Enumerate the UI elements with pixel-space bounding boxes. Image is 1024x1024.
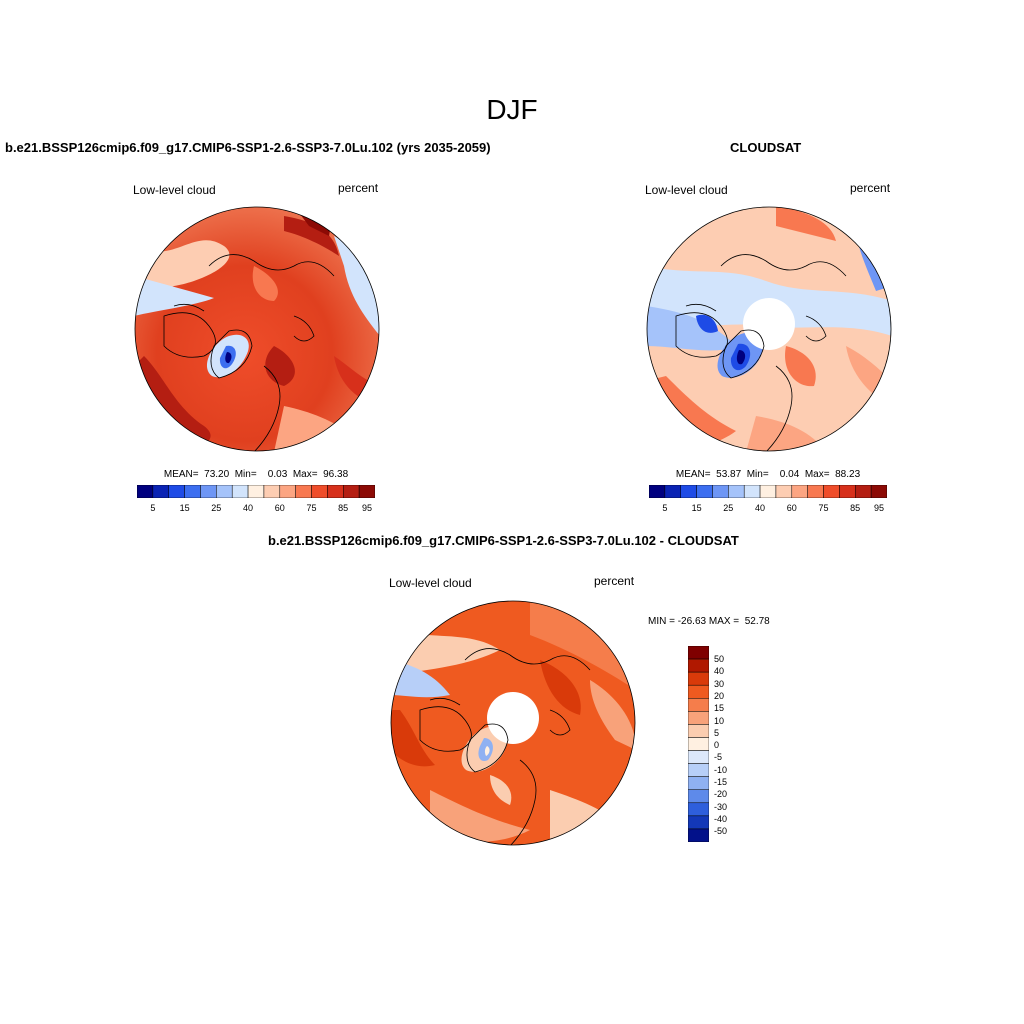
colorbar-tick: 20 xyxy=(714,690,725,701)
colorbar-tick: 40 xyxy=(242,503,253,513)
panel-3-units: percent xyxy=(594,574,635,588)
colorbar-swatch xyxy=(688,737,709,751)
panel-1-colorbar xyxy=(137,485,375,498)
colorbar-tick: -30 xyxy=(714,801,728,812)
colorbar-tick: 50 xyxy=(714,654,725,664)
colorbar-swatch xyxy=(358,485,375,498)
colorbar-swatch xyxy=(152,485,169,498)
colorbar-tick: 75 xyxy=(306,503,317,513)
colorbar-swatch xyxy=(649,485,666,498)
colorbar-tick: 60 xyxy=(786,503,797,513)
colorbar-swatch xyxy=(247,485,265,498)
colorbar-swatch xyxy=(137,485,154,498)
colorbar-swatch xyxy=(855,485,872,498)
colorbar-swatch xyxy=(688,671,709,686)
colorbar-swatch xyxy=(759,485,777,498)
colorbar-tick: 5 xyxy=(714,727,720,738)
colorbar-tick: -15 xyxy=(714,777,728,787)
colorbar-swatch xyxy=(184,485,201,498)
colorbar-tick: -40 xyxy=(714,813,728,824)
colorbar-swatch xyxy=(870,485,887,498)
colorbar-swatch xyxy=(775,485,793,498)
colorbar-swatch xyxy=(311,485,328,498)
colorbar-swatch xyxy=(823,485,840,498)
colorbar-swatch xyxy=(688,815,709,830)
colorbar-tick: 95 xyxy=(873,503,884,513)
panel-2-units: percent xyxy=(850,181,891,195)
colorbar-swatch xyxy=(688,658,709,673)
colorbar-swatch xyxy=(728,485,745,498)
colorbar-swatch xyxy=(216,485,233,498)
panel-3-stats: MIN = -26.63 MAX = 52.78 xyxy=(648,616,770,627)
panel-1-units: percent xyxy=(338,181,379,195)
panel-2-colorbar-ticks: 5 15 25 40 60 75 85 95 xyxy=(649,503,887,515)
colorbar-tick: -10 xyxy=(714,764,728,775)
colorbar-tick: 95 xyxy=(361,503,372,513)
colorbar-swatch xyxy=(696,485,713,498)
colorbar-swatch xyxy=(688,789,709,804)
panel-3-colorbar-ticks: 50 40 30 20 15 10 5 0 -5 -10 -15 -20 -30… xyxy=(714,646,754,842)
colorbar-swatch xyxy=(664,485,681,498)
colorbar-swatch xyxy=(200,485,217,498)
colorbar-swatch xyxy=(279,485,296,498)
colorbar-swatch xyxy=(688,828,709,842)
colorbar-swatch xyxy=(688,646,709,660)
colorbar-tick: 5 xyxy=(150,503,156,513)
panel-1-stats: MEAN= 73.20 Min= 0.03 Max= 96.38 xyxy=(163,469,349,480)
colorbar-swatch xyxy=(688,724,709,738)
panel-2-title: CLOUDSAT xyxy=(730,140,802,155)
panel-2-polar-map xyxy=(646,206,892,452)
colorbar-tick: 15 xyxy=(179,503,190,513)
colorbar-swatch xyxy=(688,750,709,764)
colorbar-swatch xyxy=(168,485,185,498)
panel-2-variable: Low-level cloud xyxy=(645,183,728,197)
colorbar-tick: 5 xyxy=(662,503,668,513)
panel-3-colorbar xyxy=(688,646,709,842)
colorbar-swatch xyxy=(343,485,360,498)
panel-3-title: b.e21.BSSP126cmip6.f09_g17.CMIP6-SSP1-2.… xyxy=(268,533,739,548)
panel-3-variable: Low-level cloud xyxy=(389,576,472,590)
colorbar-swatch xyxy=(712,485,729,498)
colorbar-tick: 15 xyxy=(691,503,702,513)
colorbar-swatch xyxy=(688,711,709,725)
panel-1-polar-map xyxy=(134,206,380,452)
colorbar-swatch xyxy=(839,485,856,498)
colorbar-swatch xyxy=(327,485,344,498)
colorbar-tick: -20 xyxy=(714,789,728,800)
colorbar-tick: 85 xyxy=(338,503,349,513)
colorbar-tick: 85 xyxy=(850,503,861,513)
colorbar-tick: 0 xyxy=(714,740,720,751)
panel-3-polar-map xyxy=(390,600,636,846)
colorbar-swatch xyxy=(231,485,249,498)
colorbar-swatch xyxy=(688,763,709,777)
colorbar-swatch xyxy=(688,698,709,712)
panel-1-colorbar-ticks: 5 15 25 40 60 75 85 95 xyxy=(137,503,375,515)
panel-2-colorbar xyxy=(649,485,887,498)
colorbar-swatch xyxy=(791,485,808,498)
colorbar-tick: 40 xyxy=(714,666,725,677)
colorbar-swatch xyxy=(688,776,709,790)
panel-1-variable: Low-level cloud xyxy=(133,183,216,197)
colorbar-swatch xyxy=(295,485,312,498)
colorbar-swatch xyxy=(688,684,709,699)
colorbar-swatch xyxy=(807,485,824,498)
colorbar-tick: 60 xyxy=(274,503,285,513)
colorbar-tick: 25 xyxy=(723,503,734,513)
panel-2-stats: MEAN= 53.87 Min= 0.04 Max= 88.23 xyxy=(675,469,861,480)
colorbar-tick: 15 xyxy=(714,703,725,714)
colorbar-swatch xyxy=(263,485,281,498)
colorbar-swatch xyxy=(688,802,709,817)
colorbar-tick: -5 xyxy=(714,752,723,763)
panel-1-title: b.e21.BSSP126cmip6.f09_g17.CMIP6-SSP1-2.… xyxy=(5,140,491,155)
colorbar-swatch xyxy=(743,485,761,498)
colorbar-tick: 10 xyxy=(714,715,725,726)
colorbar-tick: 75 xyxy=(818,503,829,513)
colorbar-tick: 25 xyxy=(211,503,222,513)
colorbar-swatch xyxy=(680,485,697,498)
colorbar-tick: 40 xyxy=(754,503,765,513)
colorbar-tick: -50 xyxy=(714,826,728,837)
colorbar-tick: 30 xyxy=(714,678,725,689)
page-title: DJF xyxy=(486,94,538,125)
